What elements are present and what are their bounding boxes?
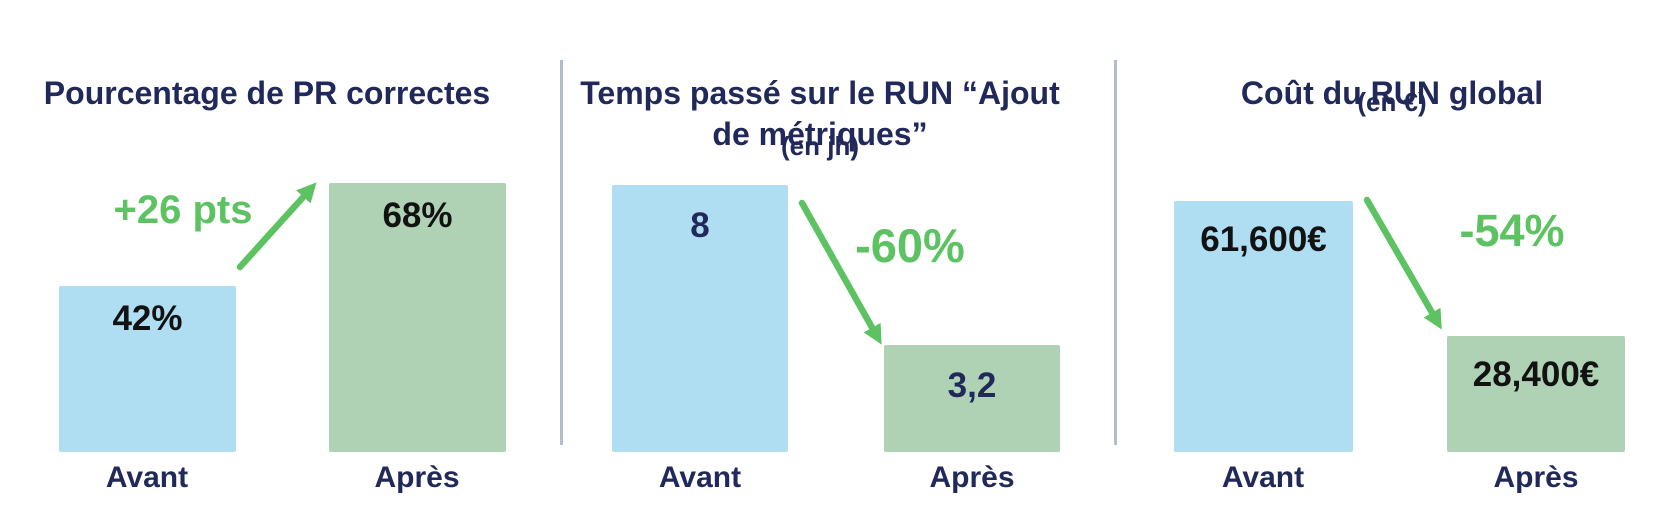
time-category-apres: Après (929, 461, 1015, 494)
time-avant-value: 8 (690, 205, 710, 245)
panel-divider (1114, 60, 1117, 445)
cost-apres-value: 28,400€ (1472, 355, 1600, 395)
time-apres-value: 3,2 (947, 366, 997, 406)
pr-avant-bar: 42% (59, 286, 236, 452)
pr-apres-bar: 68% (329, 183, 506, 452)
time-delta-annotation: -60% (855, 219, 965, 272)
time-apres-bar: 3,2 (884, 345, 1060, 452)
cost-apres-bar: 28,400€ (1447, 336, 1625, 452)
run-time-title-line1: Temps passé sur le RUN “Ajout (580, 74, 1060, 111)
time-category-avant: Avant (658, 461, 742, 494)
cost-avant-value: 61,600€ (1200, 219, 1327, 259)
cost-category-apres: Après (1493, 461, 1579, 494)
decrease-arrow-icon (1363, 196, 1442, 330)
pr-avant-value: 42% (112, 299, 183, 339)
cost-category-avant: Avant (1221, 461, 1305, 494)
run-cost-unit: (en €) (1357, 87, 1427, 117)
run-time-title: Temps passé sur le RUN “Ajout de métriqu… (565, 73, 1075, 155)
pr-category-avant: Avant (105, 461, 189, 494)
pr-delta-annotation: +26 pts (113, 188, 253, 232)
time-avant-bar: 8 (612, 184, 788, 452)
pr-correctes-title: Pourcentage de PR correctes (43, 74, 491, 111)
panel-divider (560, 60, 563, 445)
cost-delta-annotation: -54% (1459, 205, 1565, 256)
cost-avant-bar: 61,600€ (1174, 200, 1353, 452)
pr-category-apres: Après (374, 461, 460, 494)
pr-apres-value: 68% (382, 196, 453, 236)
run-time-title-line2: de métriques” (712, 115, 928, 152)
run-cost-title: Coût du RUN global (1240, 74, 1544, 111)
run-time-unit: (en jh) (781, 131, 859, 161)
